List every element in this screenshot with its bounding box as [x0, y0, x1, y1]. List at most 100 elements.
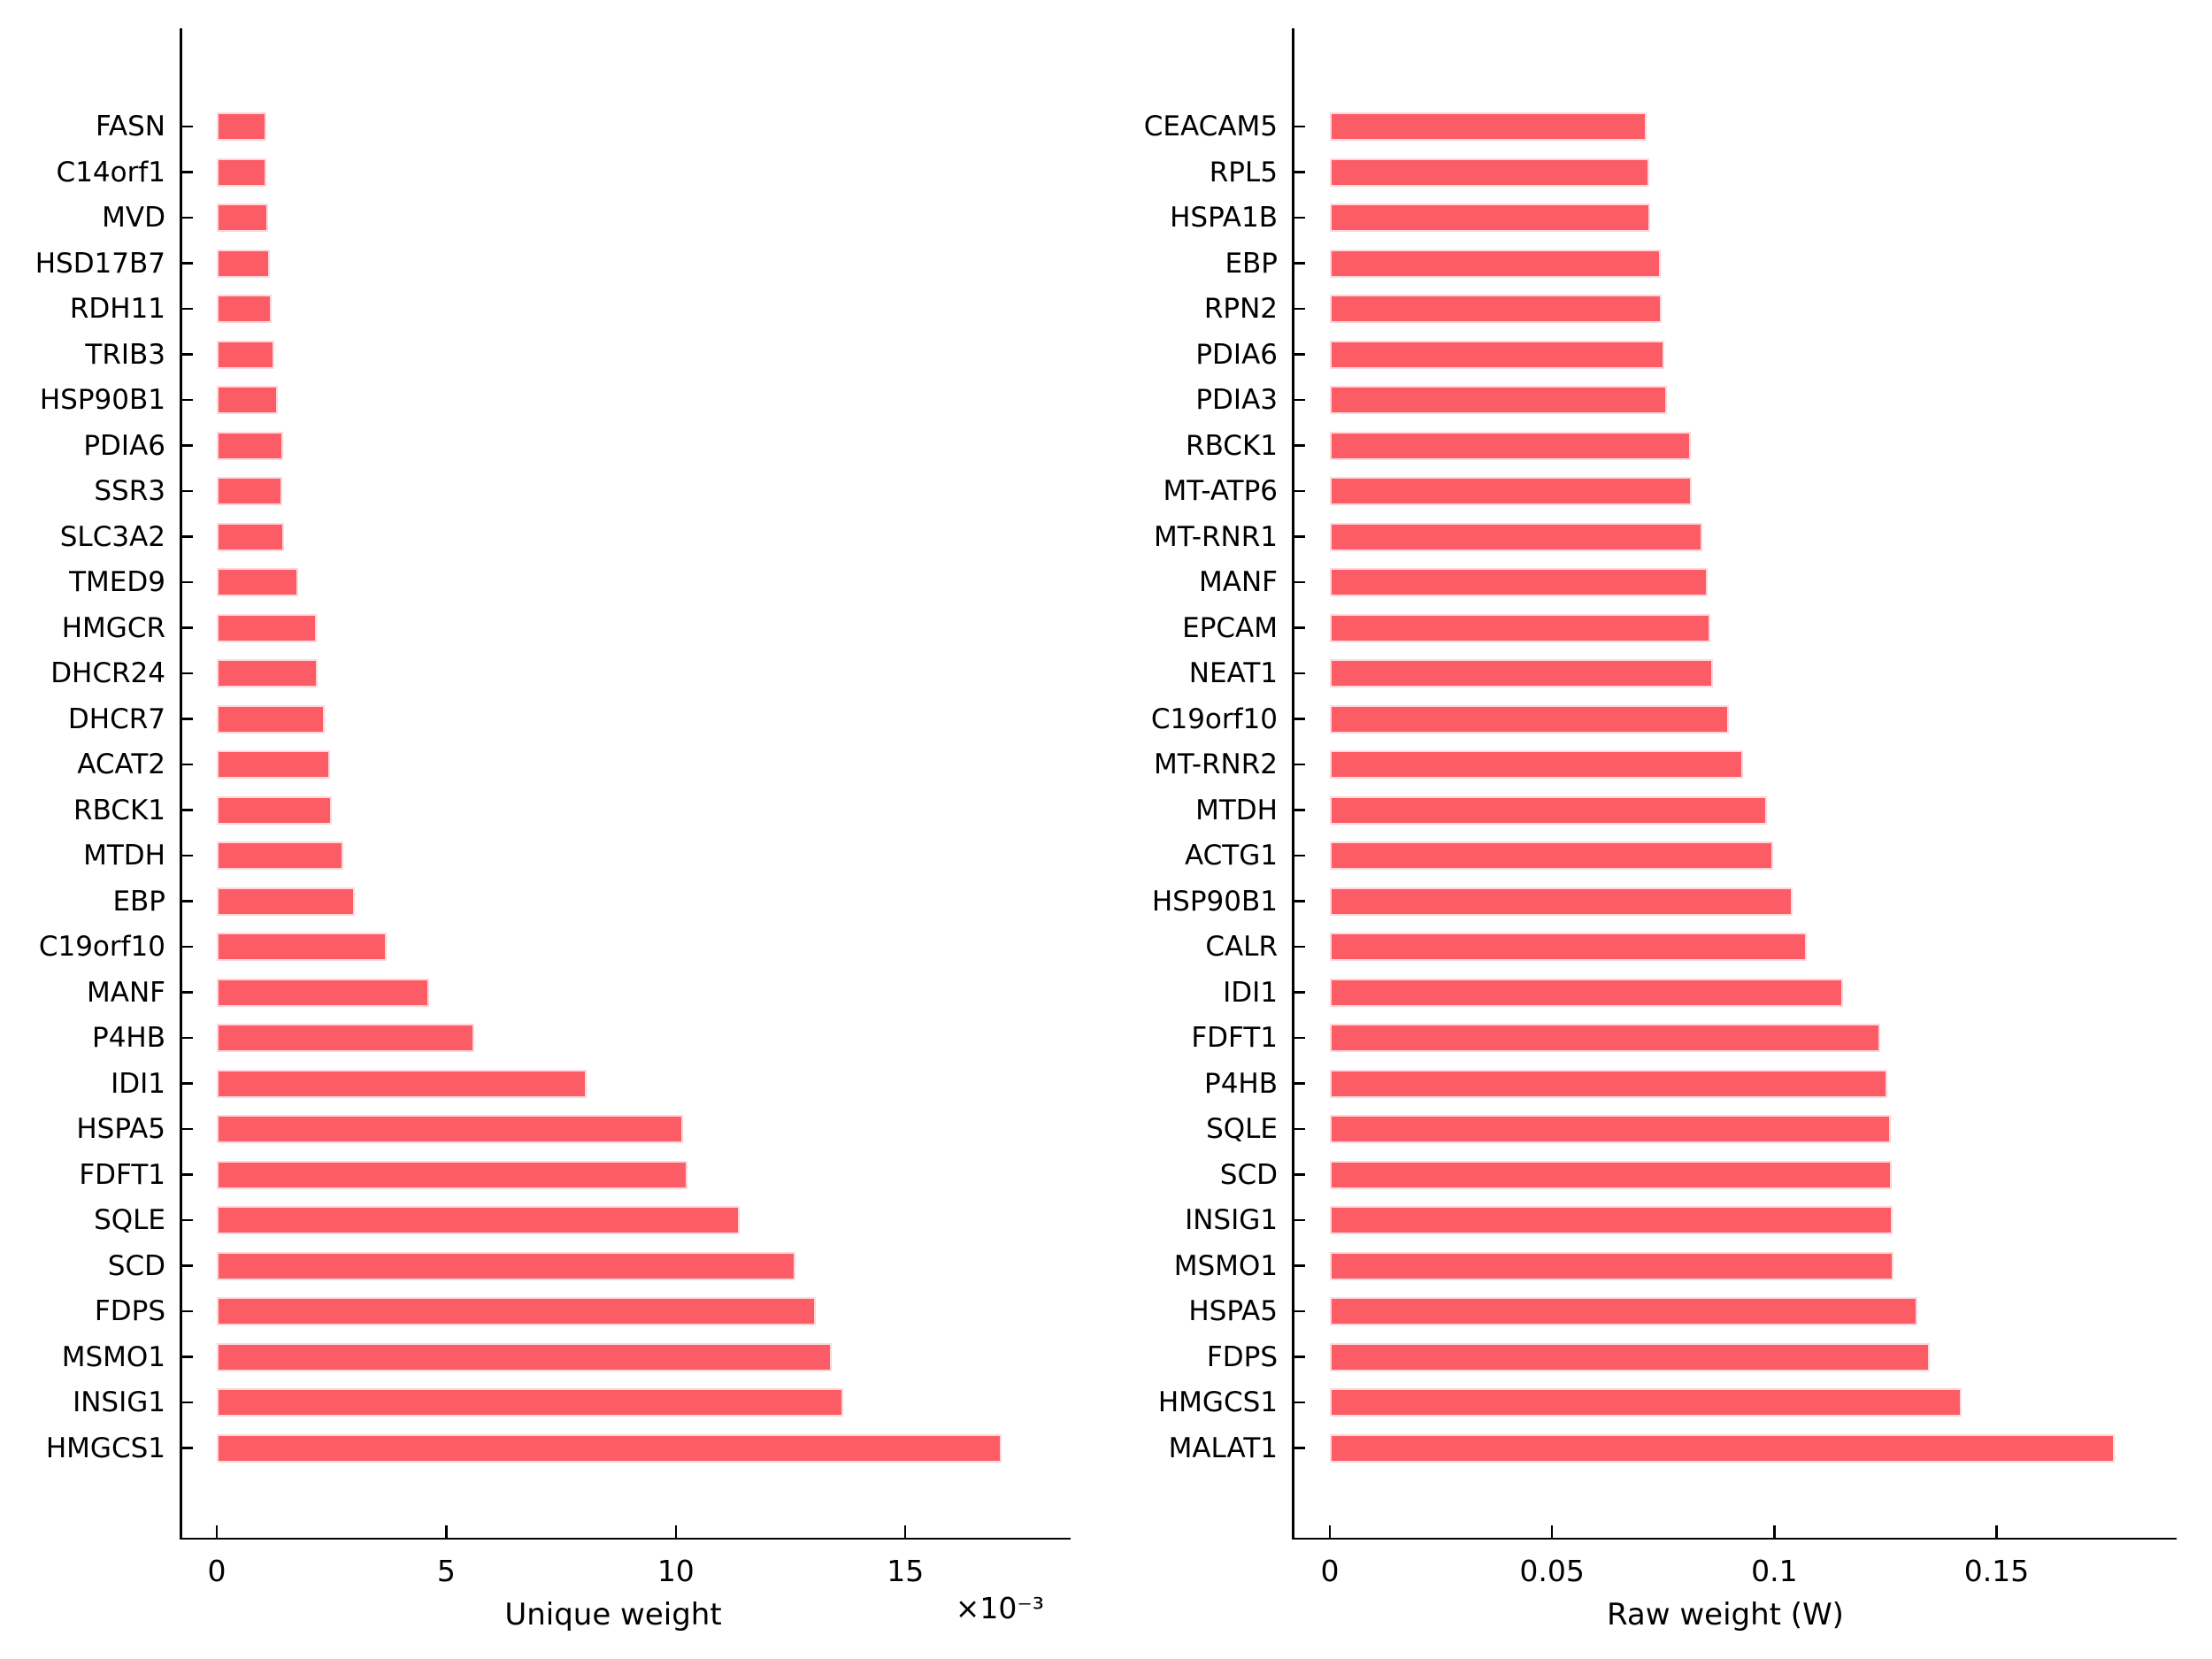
y-tick — [1292, 900, 1305, 902]
bar — [217, 204, 269, 232]
bar — [217, 704, 325, 733]
category-label: MALAT1 — [1168, 1432, 1278, 1464]
category-label: SCD — [107, 1249, 165, 1282]
bar — [217, 1115, 683, 1143]
bar — [1330, 1206, 1893, 1234]
y-tick — [1292, 1310, 1305, 1313]
bar — [1330, 1024, 1880, 1052]
y-tick — [180, 1082, 193, 1085]
y-tick — [180, 216, 193, 219]
x-tick-label: 0.15 — [1963, 1554, 2030, 1588]
y-tick — [180, 1173, 193, 1176]
category-label: MTDH — [83, 840, 165, 872]
y-tick — [180, 672, 193, 675]
x-tick-label: 5 — [436, 1554, 456, 1588]
y-tick — [1292, 1173, 1305, 1176]
category-label: TMED9 — [69, 566, 165, 598]
bar — [217, 1251, 795, 1280]
category-label: PDIA6 — [1195, 338, 1278, 371]
y-tick — [1292, 1401, 1305, 1404]
category-label: IDI1 — [1223, 976, 1278, 1009]
category-label: INSIG1 — [1185, 1204, 1278, 1236]
y-tick — [1292, 718, 1305, 720]
y-tick — [1292, 444, 1305, 447]
bar — [217, 1297, 817, 1325]
y-tick — [1292, 216, 1305, 219]
y-tick — [1292, 945, 1305, 949]
y-tick — [1292, 854, 1305, 857]
category-label: P4HB — [1204, 1067, 1278, 1100]
category-label: HMGCR — [61, 611, 165, 644]
category-label: C19orf10 — [38, 931, 165, 963]
category-label: RPL5 — [1209, 156, 1278, 188]
category-label: NEAT1 — [1188, 657, 1278, 689]
category-label: MT-ATP6 — [1163, 475, 1279, 507]
bar — [1330, 933, 1807, 961]
right-y-axis-line — [1292, 28, 1294, 1540]
category-label: RDH11 — [69, 293, 165, 325]
y-tick — [1292, 580, 1305, 584]
y-tick — [180, 763, 193, 766]
bar — [1330, 978, 1844, 1007]
bar — [217, 978, 429, 1007]
y-tick — [180, 125, 193, 128]
category-label: DHCR24 — [50, 657, 165, 689]
y-tick — [180, 945, 193, 949]
y-tick — [1292, 809, 1305, 811]
bar — [1330, 431, 1691, 460]
left-y-axis-line — [180, 28, 182, 1540]
bar — [217, 1069, 587, 1098]
right-x-axis-label: Raw weight (W) — [1607, 1597, 1844, 1632]
bar — [1330, 477, 1693, 505]
y-tick — [1292, 353, 1305, 356]
y-tick — [1292, 1356, 1305, 1358]
category-label: RPN2 — [1203, 293, 1278, 325]
bar — [217, 386, 278, 414]
category-label: HMGCS1 — [45, 1432, 165, 1464]
category-label: FDPS — [1206, 1340, 1278, 1373]
x-tick — [1550, 1525, 1554, 1540]
bar — [217, 157, 267, 187]
bar — [217, 1342, 833, 1371]
category-label: HSP90B1 — [1151, 885, 1278, 918]
bar — [1330, 295, 1663, 323]
left-x-axis-label: Unique weight — [504, 1597, 722, 1632]
category-label: TRIB3 — [85, 338, 165, 371]
bar — [1330, 887, 1793, 916]
bar — [1330, 1251, 1893, 1280]
bar — [1330, 750, 1744, 779]
bar — [217, 249, 270, 278]
y-tick — [180, 1127, 193, 1131]
x-tick — [215, 1525, 219, 1540]
y-tick — [180, 262, 193, 265]
bar — [217, 659, 319, 687]
y-tick — [1292, 1447, 1305, 1449]
category-label: MSMO1 — [1173, 1249, 1278, 1282]
category-label: CEACAM5 — [1143, 111, 1278, 142]
bar — [217, 1024, 475, 1052]
y-tick — [1292, 307, 1305, 311]
bar — [1330, 1115, 1891, 1143]
y-tick — [180, 718, 193, 720]
y-tick — [1292, 1127, 1305, 1131]
category-label: FDPS — [94, 1295, 165, 1327]
category-label: MANF — [87, 976, 165, 1009]
category-label: CALR — [1205, 931, 1278, 963]
bar — [1330, 704, 1730, 733]
y-tick — [180, 1401, 193, 1404]
bar — [217, 795, 332, 825]
y-tick — [180, 353, 193, 356]
category-label: EBP — [112, 885, 165, 918]
category-label: P4HB — [92, 1022, 165, 1054]
y-tick — [180, 307, 193, 311]
category-label: SCD — [1219, 1158, 1278, 1191]
y-tick — [180, 1264, 193, 1267]
category-label: SLC3A2 — [59, 520, 165, 553]
bar — [217, 568, 298, 596]
bar — [1330, 841, 1773, 870]
category-label: DHCR7 — [67, 703, 165, 735]
category-label: SQLE — [94, 1204, 165, 1236]
x-tick — [1995, 1525, 1998, 1540]
bar — [217, 613, 317, 642]
x-tick — [903, 1525, 907, 1540]
